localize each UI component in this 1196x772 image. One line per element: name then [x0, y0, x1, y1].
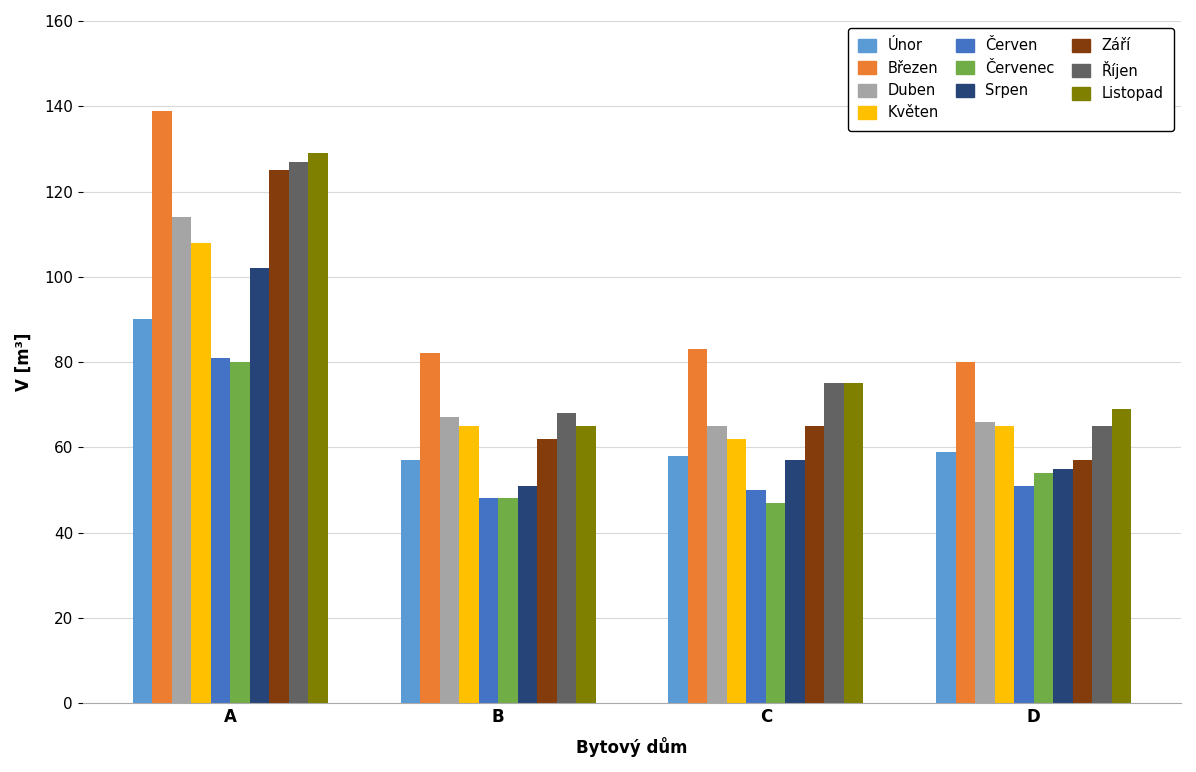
Bar [576, 426, 596, 703]
Bar [269, 170, 288, 703]
Bar [191, 242, 210, 703]
Bar [420, 354, 439, 703]
Bar [786, 460, 805, 703]
Bar [1033, 473, 1054, 703]
Y-axis label: V [m³]: V [m³] [16, 333, 33, 391]
Bar [824, 384, 844, 703]
Bar [1111, 409, 1131, 703]
Bar [288, 161, 309, 703]
Bar [1054, 469, 1073, 703]
Bar [669, 455, 688, 703]
Bar [707, 426, 727, 703]
Bar [537, 438, 556, 703]
Bar [688, 349, 707, 703]
Bar [478, 499, 498, 703]
Bar [805, 426, 824, 703]
Bar [518, 486, 537, 703]
Bar [956, 362, 975, 703]
Bar [231, 362, 250, 703]
Bar [250, 268, 269, 703]
Bar [401, 460, 420, 703]
Bar [1073, 460, 1092, 703]
Bar [995, 426, 1014, 703]
Bar [936, 452, 956, 703]
Bar [309, 153, 328, 703]
Bar [133, 320, 152, 703]
Bar [765, 503, 786, 703]
Bar [1092, 426, 1111, 703]
Bar [172, 217, 191, 703]
Bar [439, 418, 459, 703]
Bar [1014, 486, 1033, 703]
Legend: Únor, Březen, Duben, Květen, Červen, Červenec, Srpen, Září, Říjen, Listopad: Únor, Březen, Duben, Květen, Červen, Čer… [848, 29, 1173, 130]
Bar [727, 438, 746, 703]
Bar [152, 110, 172, 703]
Bar [746, 490, 765, 703]
Bar [975, 422, 995, 703]
X-axis label: Bytový dům: Bytový dům [576, 737, 688, 757]
Bar [844, 384, 864, 703]
Bar [459, 426, 478, 703]
Bar [210, 357, 231, 703]
Bar [556, 413, 576, 703]
Bar [498, 499, 518, 703]
